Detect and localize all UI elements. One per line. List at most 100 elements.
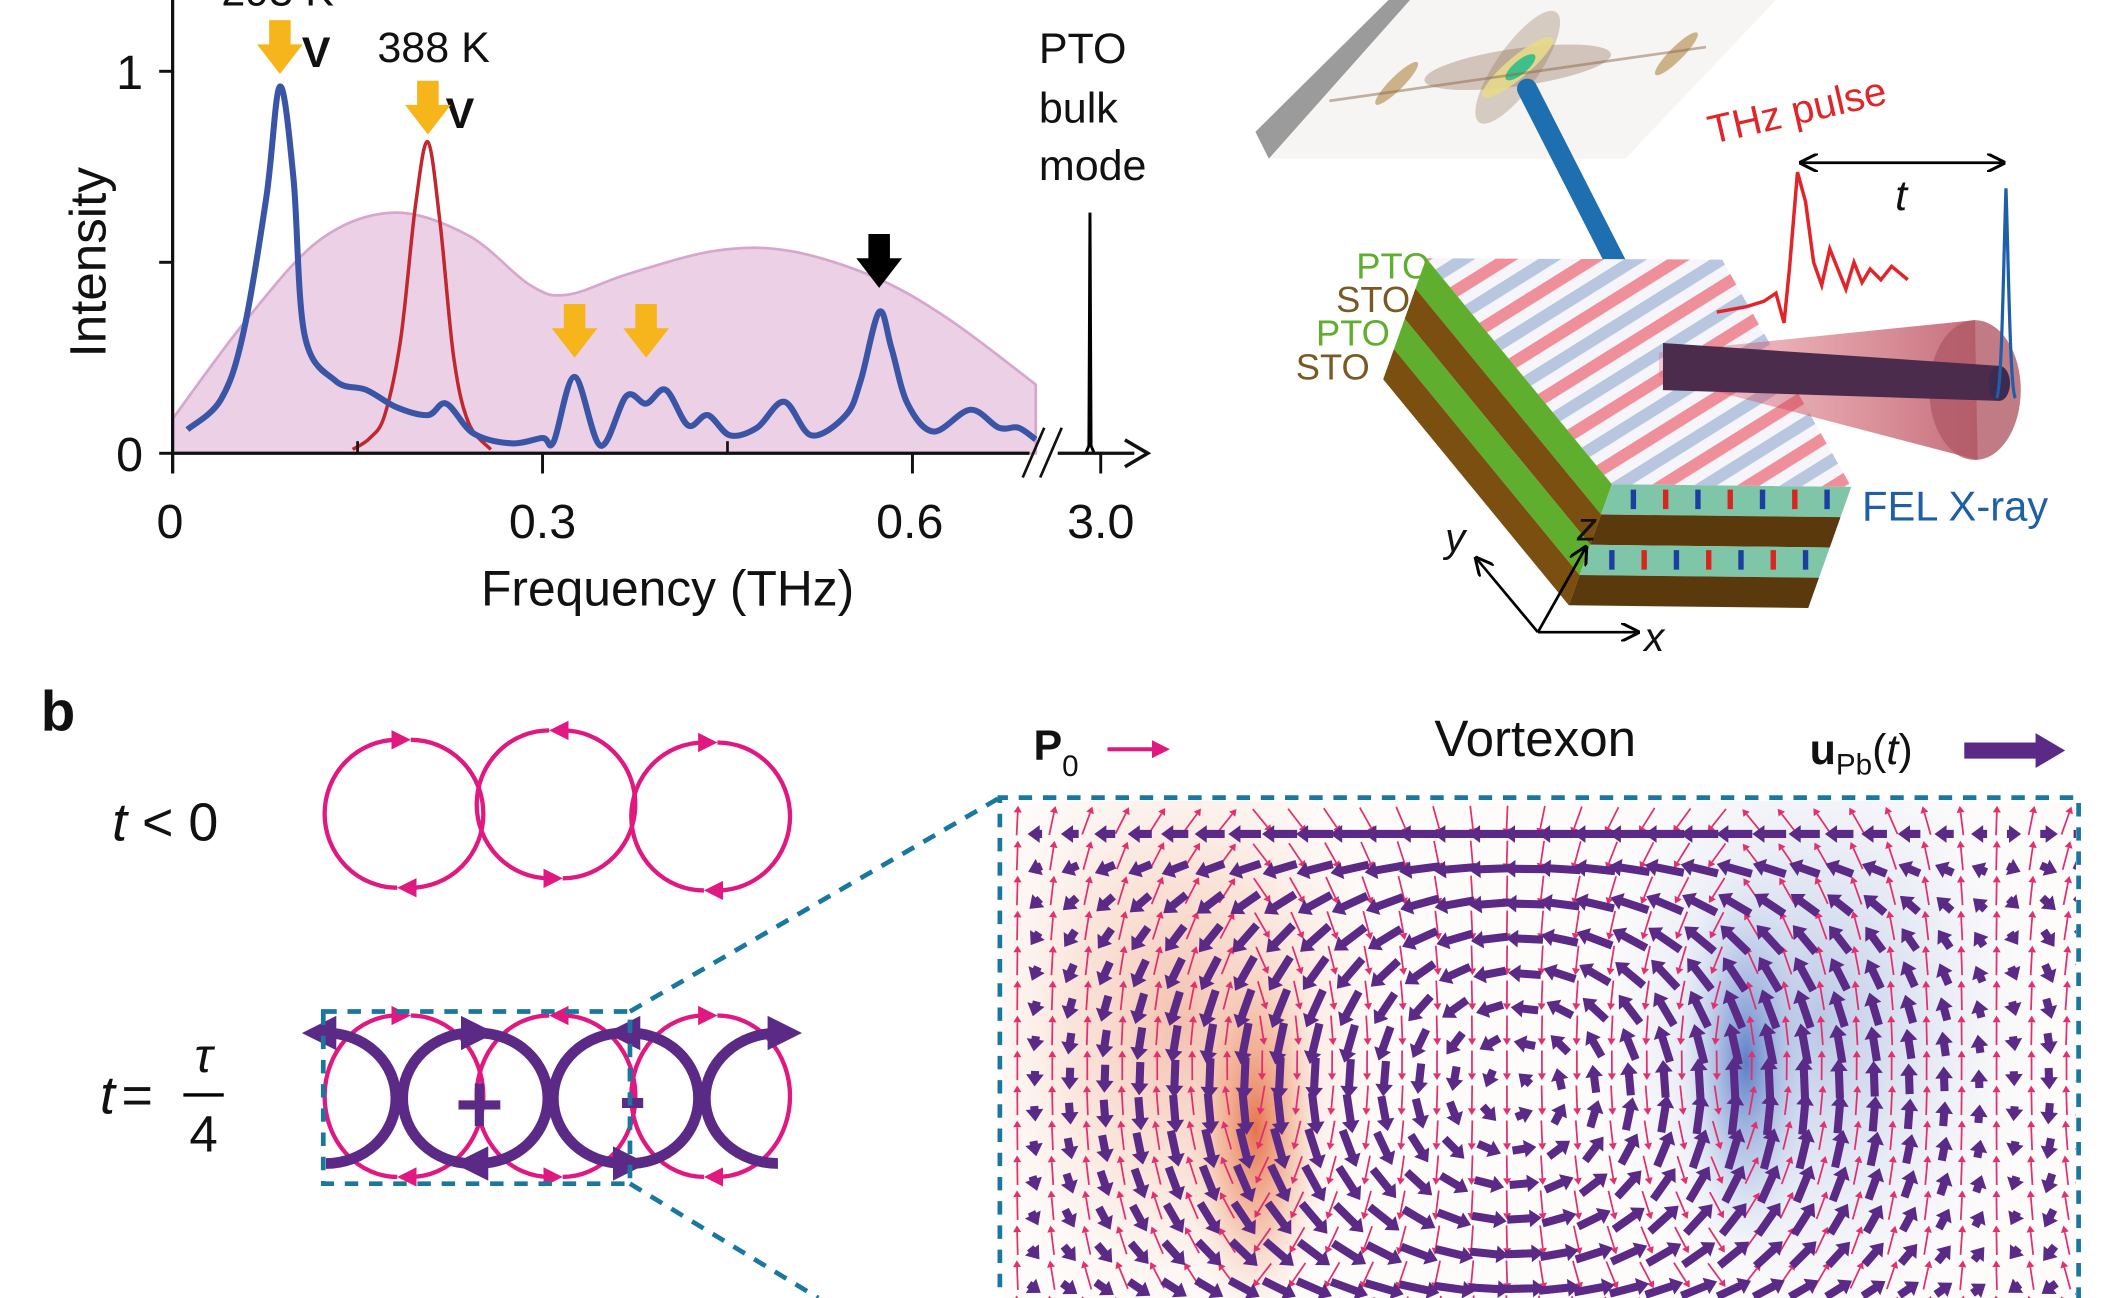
upb-arrow bbox=[1824, 825, 1854, 843]
upb-arrow bbox=[1097, 926, 1115, 949]
upb-arrow bbox=[1829, 925, 1853, 955]
slab-side-layer bbox=[1383, 349, 1580, 606]
p0-arrow bbox=[1610, 980, 1615, 1004]
upb-arrow bbox=[1334, 923, 1368, 951]
p0-arrow bbox=[1185, 1191, 1193, 1200]
upb-arrow bbox=[1024, 1244, 1040, 1260]
upb-arrow bbox=[1724, 1057, 1743, 1101]
p0-arrow bbox=[1572, 1225, 1580, 1249]
upb-arrow bbox=[1130, 992, 1149, 1025]
upb-arrow bbox=[1653, 1025, 1674, 1064]
denominator: 4 bbox=[189, 1105, 217, 1162]
p0-arrow bbox=[1150, 1191, 1159, 1199]
p0-arrow bbox=[1219, 1192, 1227, 1201]
p0-arrow bbox=[1850, 1232, 1861, 1255]
upb-arrow bbox=[1971, 862, 1989, 879]
p0-arrow bbox=[1747, 1050, 1756, 1058]
p0-arrow bbox=[1467, 1108, 1476, 1116]
p0-arrow bbox=[1678, 945, 1687, 969]
upb-arrow bbox=[1127, 1240, 1149, 1265]
upb-arrow bbox=[1304, 1127, 1326, 1169]
slab-front-layer bbox=[1601, 484, 1852, 518]
p0-arrow bbox=[1920, 806, 1929, 814]
p0-arrow bbox=[1155, 1092, 1160, 1116]
upb-arrow bbox=[1303, 1022, 1324, 1064]
upb-arrow bbox=[1400, 894, 1440, 915]
p0-arrow bbox=[1922, 1015, 1931, 1023]
p0-arrow bbox=[1710, 1156, 1721, 1179]
upb-arrow bbox=[1060, 1067, 1079, 1090]
upb-arrow bbox=[1061, 1032, 1079, 1055]
p0-arrow bbox=[1327, 1107, 1336, 1116]
y-axis-title: Intensity bbox=[59, 167, 116, 358]
upb-arrow bbox=[1899, 895, 1921, 915]
upb-arrow bbox=[1899, 994, 1917, 1024]
p0-arrow bbox=[1013, 1015, 1022, 1023]
p0-arrow bbox=[1324, 842, 1337, 863]
p0-arrow bbox=[1540, 910, 1545, 934]
p0-arrow bbox=[1470, 1155, 1474, 1179]
p0-arrow bbox=[1674, 1226, 1687, 1248]
p0-arrow bbox=[1610, 1085, 1614, 1109]
upb-arrow bbox=[1024, 1175, 1042, 1191]
upb-arrow bbox=[1538, 859, 1581, 878]
p0-arrow bbox=[1262, 930, 1270, 939]
p0-arrow bbox=[1608, 1155, 1615, 1179]
layer-label-3: PTO bbox=[1316, 313, 1390, 354]
p0-arrow bbox=[1746, 1127, 1756, 1150]
upb-arrow bbox=[1550, 1103, 1567, 1126]
p0-arrow bbox=[1184, 1227, 1192, 1235]
p0-arrow bbox=[1470, 1225, 1474, 1249]
upb-arrow bbox=[1445, 1065, 1464, 1091]
p0-arrow bbox=[1120, 1092, 1124, 1116]
upb-arrow bbox=[1971, 1000, 1989, 1019]
p0-arrow bbox=[1048, 1085, 1057, 1093]
p0-arrow bbox=[1257, 1192, 1271, 1213]
p0-arrow bbox=[1921, 875, 1930, 884]
p0-arrow bbox=[1887, 1197, 1895, 1220]
upb-arrow bbox=[1469, 1245, 1509, 1264]
xray-pulse-waveform bbox=[1995, 188, 2017, 400]
upb-arrow bbox=[1264, 890, 1298, 915]
upb-arrow bbox=[1970, 1104, 1988, 1124]
p0-arrow bbox=[1364, 1190, 1372, 1214]
p0-arrow bbox=[1326, 911, 1336, 934]
upb-arrow bbox=[1476, 1140, 1501, 1157]
p0-arrow bbox=[1226, 946, 1234, 955]
p0-arrow bbox=[1013, 1085, 1022, 1093]
p0-arrow bbox=[1224, 1015, 1233, 1023]
p0-arrow bbox=[1992, 910, 2001, 918]
p0-arrow bbox=[1257, 980, 1266, 1004]
p0-arrow bbox=[1713, 946, 1724, 969]
upb-arrow bbox=[1790, 1202, 1816, 1237]
upb-arrow bbox=[1752, 858, 1787, 878]
p0-arrow bbox=[1852, 1015, 1861, 1023]
upb-arrow bbox=[1059, 1279, 1078, 1295]
upb-arrow bbox=[1301, 1163, 1327, 1202]
p0-arrow bbox=[1399, 967, 1408, 976]
p0-arrow bbox=[1712, 911, 1725, 933]
p0-arrow bbox=[1923, 1120, 1932, 1128]
p0-arrow bbox=[1434, 1225, 1441, 1249]
p0-arrow bbox=[1502, 1073, 1511, 1081]
p0-arrow bbox=[1015, 1295, 1019, 1298]
upb-arrow bbox=[1608, 1277, 1649, 1298]
p0-arrow bbox=[1049, 875, 1058, 883]
upb-arrow bbox=[1373, 1130, 1396, 1166]
p0-arrow bbox=[2064, 1162, 2070, 1186]
p0-arrow bbox=[1085, 987, 1089, 1011]
p0-arrow bbox=[1814, 876, 1823, 885]
upb-arrow bbox=[1654, 1059, 1673, 1098]
p0-arrow bbox=[2063, 1232, 2071, 1255]
p0-arrow bbox=[1539, 1190, 1544, 1214]
upb-arrow bbox=[1164, 990, 1184, 1026]
upb-arrow bbox=[1195, 1238, 1222, 1266]
upb-arrow bbox=[1656, 1095, 1675, 1133]
upb-arrow bbox=[1933, 1282, 1953, 1298]
upb-arrow bbox=[1165, 923, 1188, 952]
upb-arrow bbox=[1644, 1277, 1684, 1298]
upb-arrow bbox=[1721, 1165, 1746, 1204]
p0-arrow bbox=[1992, 1120, 2001, 1128]
upb-arrow bbox=[1062, 962, 1079, 984]
